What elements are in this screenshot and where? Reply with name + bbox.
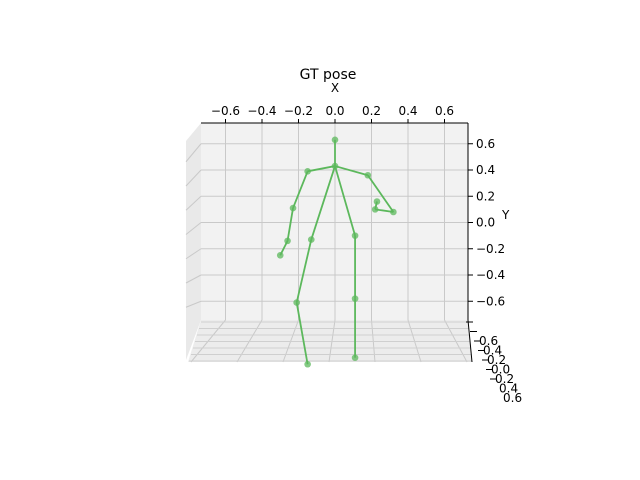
y-tick-label: 0.4	[476, 163, 495, 177]
z-tick-label: 0.2	[487, 353, 506, 367]
x-tick-label: −0.6	[211, 104, 240, 118]
x-tick-label: −0.2	[284, 104, 313, 118]
joint-shoulder_r	[304, 168, 311, 175]
skeleton-joints	[276, 136, 397, 368]
joint-knee_l	[351, 295, 359, 302]
bone-elbow_r-wrist_r	[286, 207, 294, 242]
x-tick-label: −0.4	[247, 104, 276, 118]
joint-elbow_l	[390, 208, 397, 216]
bone-hip_r-knee_r	[295, 239, 313, 303]
joint-ankle_l	[351, 354, 359, 361]
y-tick-label: 0.2	[476, 189, 495, 203]
bone-neck-hip_r	[310, 165, 336, 240]
y-axis-label: Y	[501, 208, 510, 222]
z-tick-label: 0.6	[503, 391, 522, 405]
joint-neck	[331, 162, 339, 170]
joint-hand_l	[373, 198, 381, 205]
bone-shoulder_l-elbow_l	[367, 174, 395, 213]
joint-elbow_r	[289, 204, 297, 212]
bone-neck-hip_l	[334, 165, 356, 236]
tick-labels: −0.6 −0.4 −0.2 0.0 0.2 0.4 0.60.60.40.20.0−0.2…	[211, 104, 522, 405]
x-tick-label: 0.2	[362, 104, 381, 118]
joint-hip_l	[351, 232, 359, 239]
x-tick-label: 0.6	[435, 104, 454, 118]
y-tick-label: −0.6	[476, 294, 505, 308]
side-grid-line	[185, 195, 202, 211]
bone-shoulder_r-elbow_r	[292, 170, 309, 209]
z-tick-label: 0.4	[499, 382, 518, 396]
joint-knee_r	[293, 299, 300, 306]
side-grid-line	[185, 248, 202, 260]
chart-title: GT pose	[300, 67, 357, 83]
z-tick-label: 0.6	[479, 334, 498, 348]
x-tick-label: 0.0	[325, 104, 344, 118]
y-tick-label: 0.0	[476, 216, 495, 230]
z-tick-label: 0.2	[495, 372, 514, 386]
side-grid-line	[185, 300, 202, 308]
z-axis-line	[467, 319, 473, 363]
joint-shoulder_l	[364, 171, 372, 179]
bone-knee_r-ankle_r	[295, 302, 309, 365]
y-tick-label: −0.2	[476, 242, 505, 256]
side-grid-line	[185, 143, 202, 163]
joint-ankle_r	[304, 360, 311, 368]
joint-hand_r	[276, 252, 284, 259]
side-grid-line	[185, 169, 202, 187]
z-tick-label: 0.0	[491, 363, 510, 377]
bone-neck-shoulder_r	[307, 165, 336, 173]
y-tick-label: −0.4	[476, 268, 505, 282]
side-grid-line	[185, 222, 202, 235]
x-axis-label: X	[331, 81, 339, 95]
x-tick-label: 0.4	[398, 104, 417, 118]
joint-wrist_r	[284, 237, 291, 245]
joint-head_top	[331, 136, 339, 144]
joint-hip_r	[307, 236, 315, 243]
axes	[201, 119, 497, 380]
z-tick-label: 0.4	[483, 344, 502, 358]
bone-neck-shoulder_l	[334, 165, 369, 177]
side-grid-line	[185, 274, 202, 284]
y-tick-label: 0.6	[476, 137, 495, 151]
joint-wrist_l	[371, 206, 379, 213]
